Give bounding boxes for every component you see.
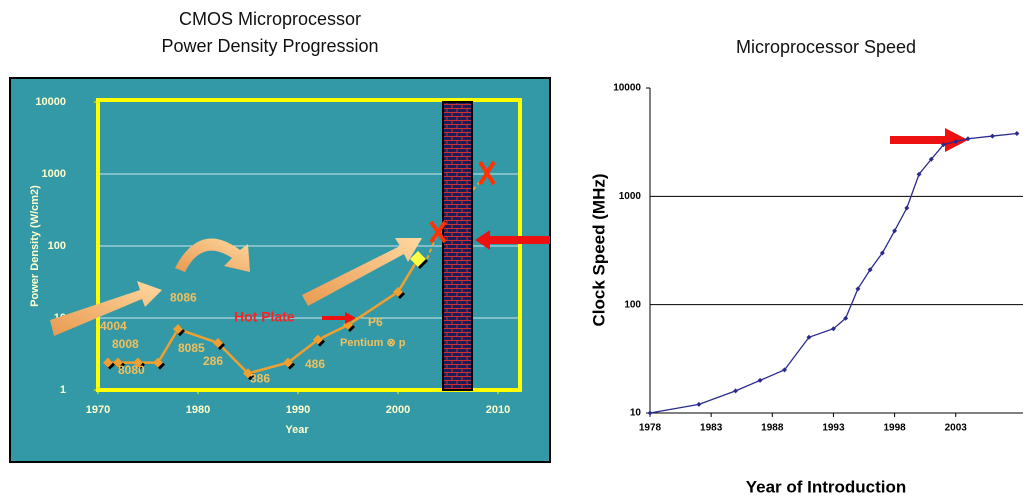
data-point [990,134,995,139]
x-axis-label: Year [285,424,309,436]
annotation: Pentium ⊗ p [340,337,406,349]
y-axis-label: Clock Speed (MHz) [589,173,608,326]
point-label: 8080 [118,363,145,377]
y-tick-label: 1000 [619,191,642,202]
x-tick-label: 1978 [639,423,662,434]
point-label: 8086 [170,290,197,304]
data-line [650,134,1017,413]
x-tick-label: 1998 [883,423,906,434]
x-tick-label: 2003 [945,423,968,434]
x-tick-label: 1990 [286,404,310,416]
data-point [758,378,763,383]
point-label: 286 [203,354,223,368]
data-point [733,388,738,393]
y-tick-label: 1 [60,384,66,396]
annotation: Hot Plate [234,309,295,325]
x-axis-label: Year of Introduction [746,477,907,496]
page: CMOS Microprocessor Power Density Progres… [0,0,1023,502]
chart-title: Power Density Progression [161,36,378,56]
x-tick-label: 1993 [822,423,845,434]
x-tick-label: 1970 [86,404,110,416]
y-tick-label: 100 [48,240,66,252]
point-label: P6 [368,315,383,329]
point-label: 386 [250,372,270,386]
y-tick-label: 1000 [42,168,66,180]
data-point [1014,131,1019,136]
y-axis-label: Power Density (W/cm2) [29,185,41,307]
data-point [648,411,653,416]
chart-title: CMOS Microprocessor [179,9,361,29]
point-label: 4004 [100,319,127,333]
point-label: 8008 [112,337,139,351]
point-label: 486 [305,357,325,371]
y-tick-label: 10000 [35,96,66,108]
data-point [696,402,701,407]
y-tick-label: 10000 [613,83,641,94]
x-tick-label: 2000 [386,404,410,416]
y-tick-label: 100 [624,299,641,310]
chart-title: Microprocessor Speed [736,37,916,57]
y-tick-label: 10 [630,408,642,419]
brick-wall [443,102,472,390]
x-tick-label: 1983 [700,423,723,434]
x-tick-label: 1988 [761,423,784,434]
data-point [892,228,897,233]
x-tick-label: 2010 [486,404,510,416]
chart-right: Microprocessor Speed 10 100 1000 10000 1978 19… [589,37,1023,497]
data-point [904,206,909,211]
x-tick-label: 1980 [186,404,210,416]
annotation: 8085 [178,341,205,355]
